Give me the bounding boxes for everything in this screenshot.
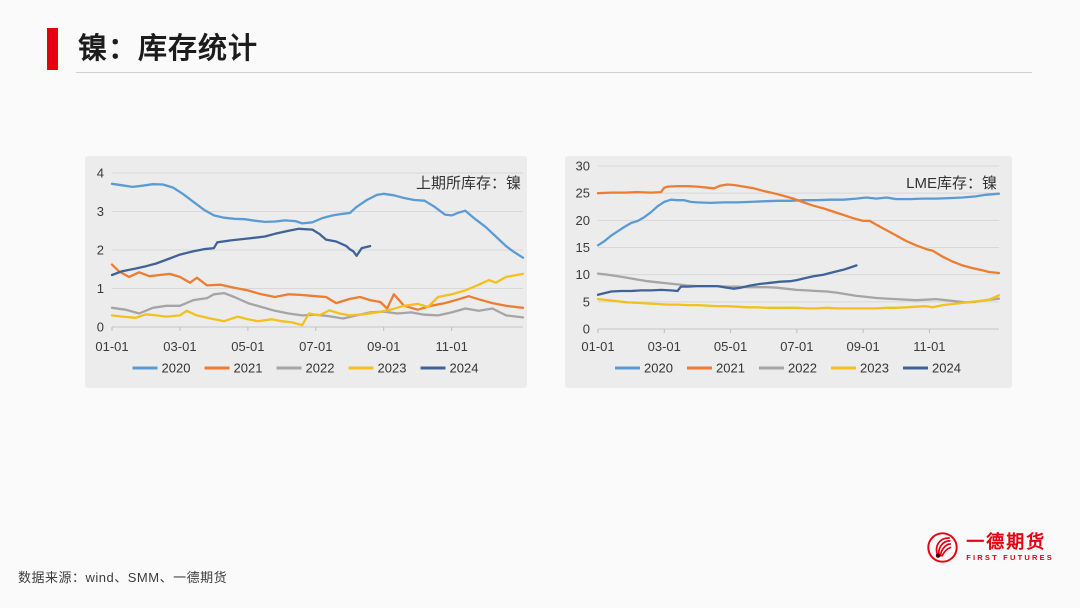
series-2021: [110, 263, 525, 311]
x-tick-label: 07-01: [299, 339, 332, 354]
series-2023: [596, 294, 1001, 310]
x-tick-label: 05-01: [714, 339, 747, 354]
series-2020: [596, 192, 1001, 247]
series-2022: [596, 272, 1001, 304]
x-tick-label: 01-01: [581, 339, 614, 354]
x-tick-label: 07-01: [780, 339, 813, 354]
chart-title: LME库存：镍: [906, 174, 997, 192]
title-divider: [76, 72, 1032, 73]
legend-label-2022: 2022: [788, 361, 817, 376]
y-tick-label: 25: [576, 186, 590, 201]
y-tick-label: 0: [97, 320, 104, 335]
x-tick-label: 05-01: [231, 339, 264, 354]
legend-label-2021: 2021: [234, 361, 263, 376]
chart-canvas: 0 1 2 3 4 01-01 03-01 05-01 07-01 09-01 11-01 上期所库存…: [95, 166, 525, 376]
lme-nickel-inventory-chart: 0 5 10 15 20 25 30 01-01 03-01 05-01 07-01 09-01 11-…: [565, 156, 1012, 388]
y-tick-label: 30: [576, 159, 590, 174]
x-tick-label: 11-01: [436, 339, 468, 354]
legend-label-2023: 2023: [378, 361, 407, 376]
legend-label-2021: 2021: [716, 361, 745, 376]
y-tick-label: 1: [97, 281, 104, 296]
logo-name: 一德期货: [966, 532, 1047, 553]
y-tick-label: 20: [576, 213, 590, 228]
title-accent-bar: [47, 28, 58, 70]
legend-label-2020: 2020: [644, 361, 673, 376]
y-tick-label: 10: [576, 267, 590, 282]
legend-label-2023: 2023: [860, 361, 889, 376]
y-tick-label: 5: [583, 294, 590, 309]
legend-label-2024: 2024: [932, 361, 961, 376]
logo-subtitle: FIRST FUTURES: [966, 553, 1054, 563]
x-tick-label: 03-01: [163, 339, 196, 354]
series-2024: [110, 227, 372, 277]
logo-emblem-icon: [927, 532, 958, 563]
shfe-nickel-inventory-chart: 0 1 2 3 4 01-01 03-01 05-01 07-01 09-01 11-01 上期所库存…: [85, 156, 527, 388]
data-source-note: 数据来源：wind、SMM、一德期货: [18, 570, 228, 585]
x-tick-label: 11-01: [913, 339, 945, 354]
x-tick-label: 09-01: [367, 339, 400, 354]
x-tick-label: 01-01: [95, 339, 128, 354]
series-2024: [596, 264, 858, 296]
y-tick-label: 15: [576, 240, 590, 255]
y-tick-label: 2: [97, 243, 104, 258]
series-2023: [110, 272, 525, 327]
company-logo: 一德期货 FIRST FUTURES: [926, 531, 1054, 564]
y-tick-label: 4: [97, 166, 104, 181]
chart-title: 上期所库存：镍: [416, 174, 521, 192]
y-tick-label: 0: [583, 322, 590, 337]
chart-canvas: 0 5 10 15 20 25 30 01-01 03-01 05-01 07-01 09-01 11-…: [576, 159, 1001, 376]
series-2021: [596, 183, 1001, 275]
y-tick-label: 3: [97, 204, 104, 219]
legend-label-2020: 2020: [162, 361, 191, 376]
x-tick-label: 09-01: [846, 339, 879, 354]
legend-label-2024: 2024: [450, 361, 479, 376]
page-title: 镍：库存统计: [78, 33, 259, 65]
legend-label-2022: 2022: [306, 361, 335, 376]
series-2020: [110, 182, 525, 259]
x-tick-label: 03-01: [648, 339, 681, 354]
